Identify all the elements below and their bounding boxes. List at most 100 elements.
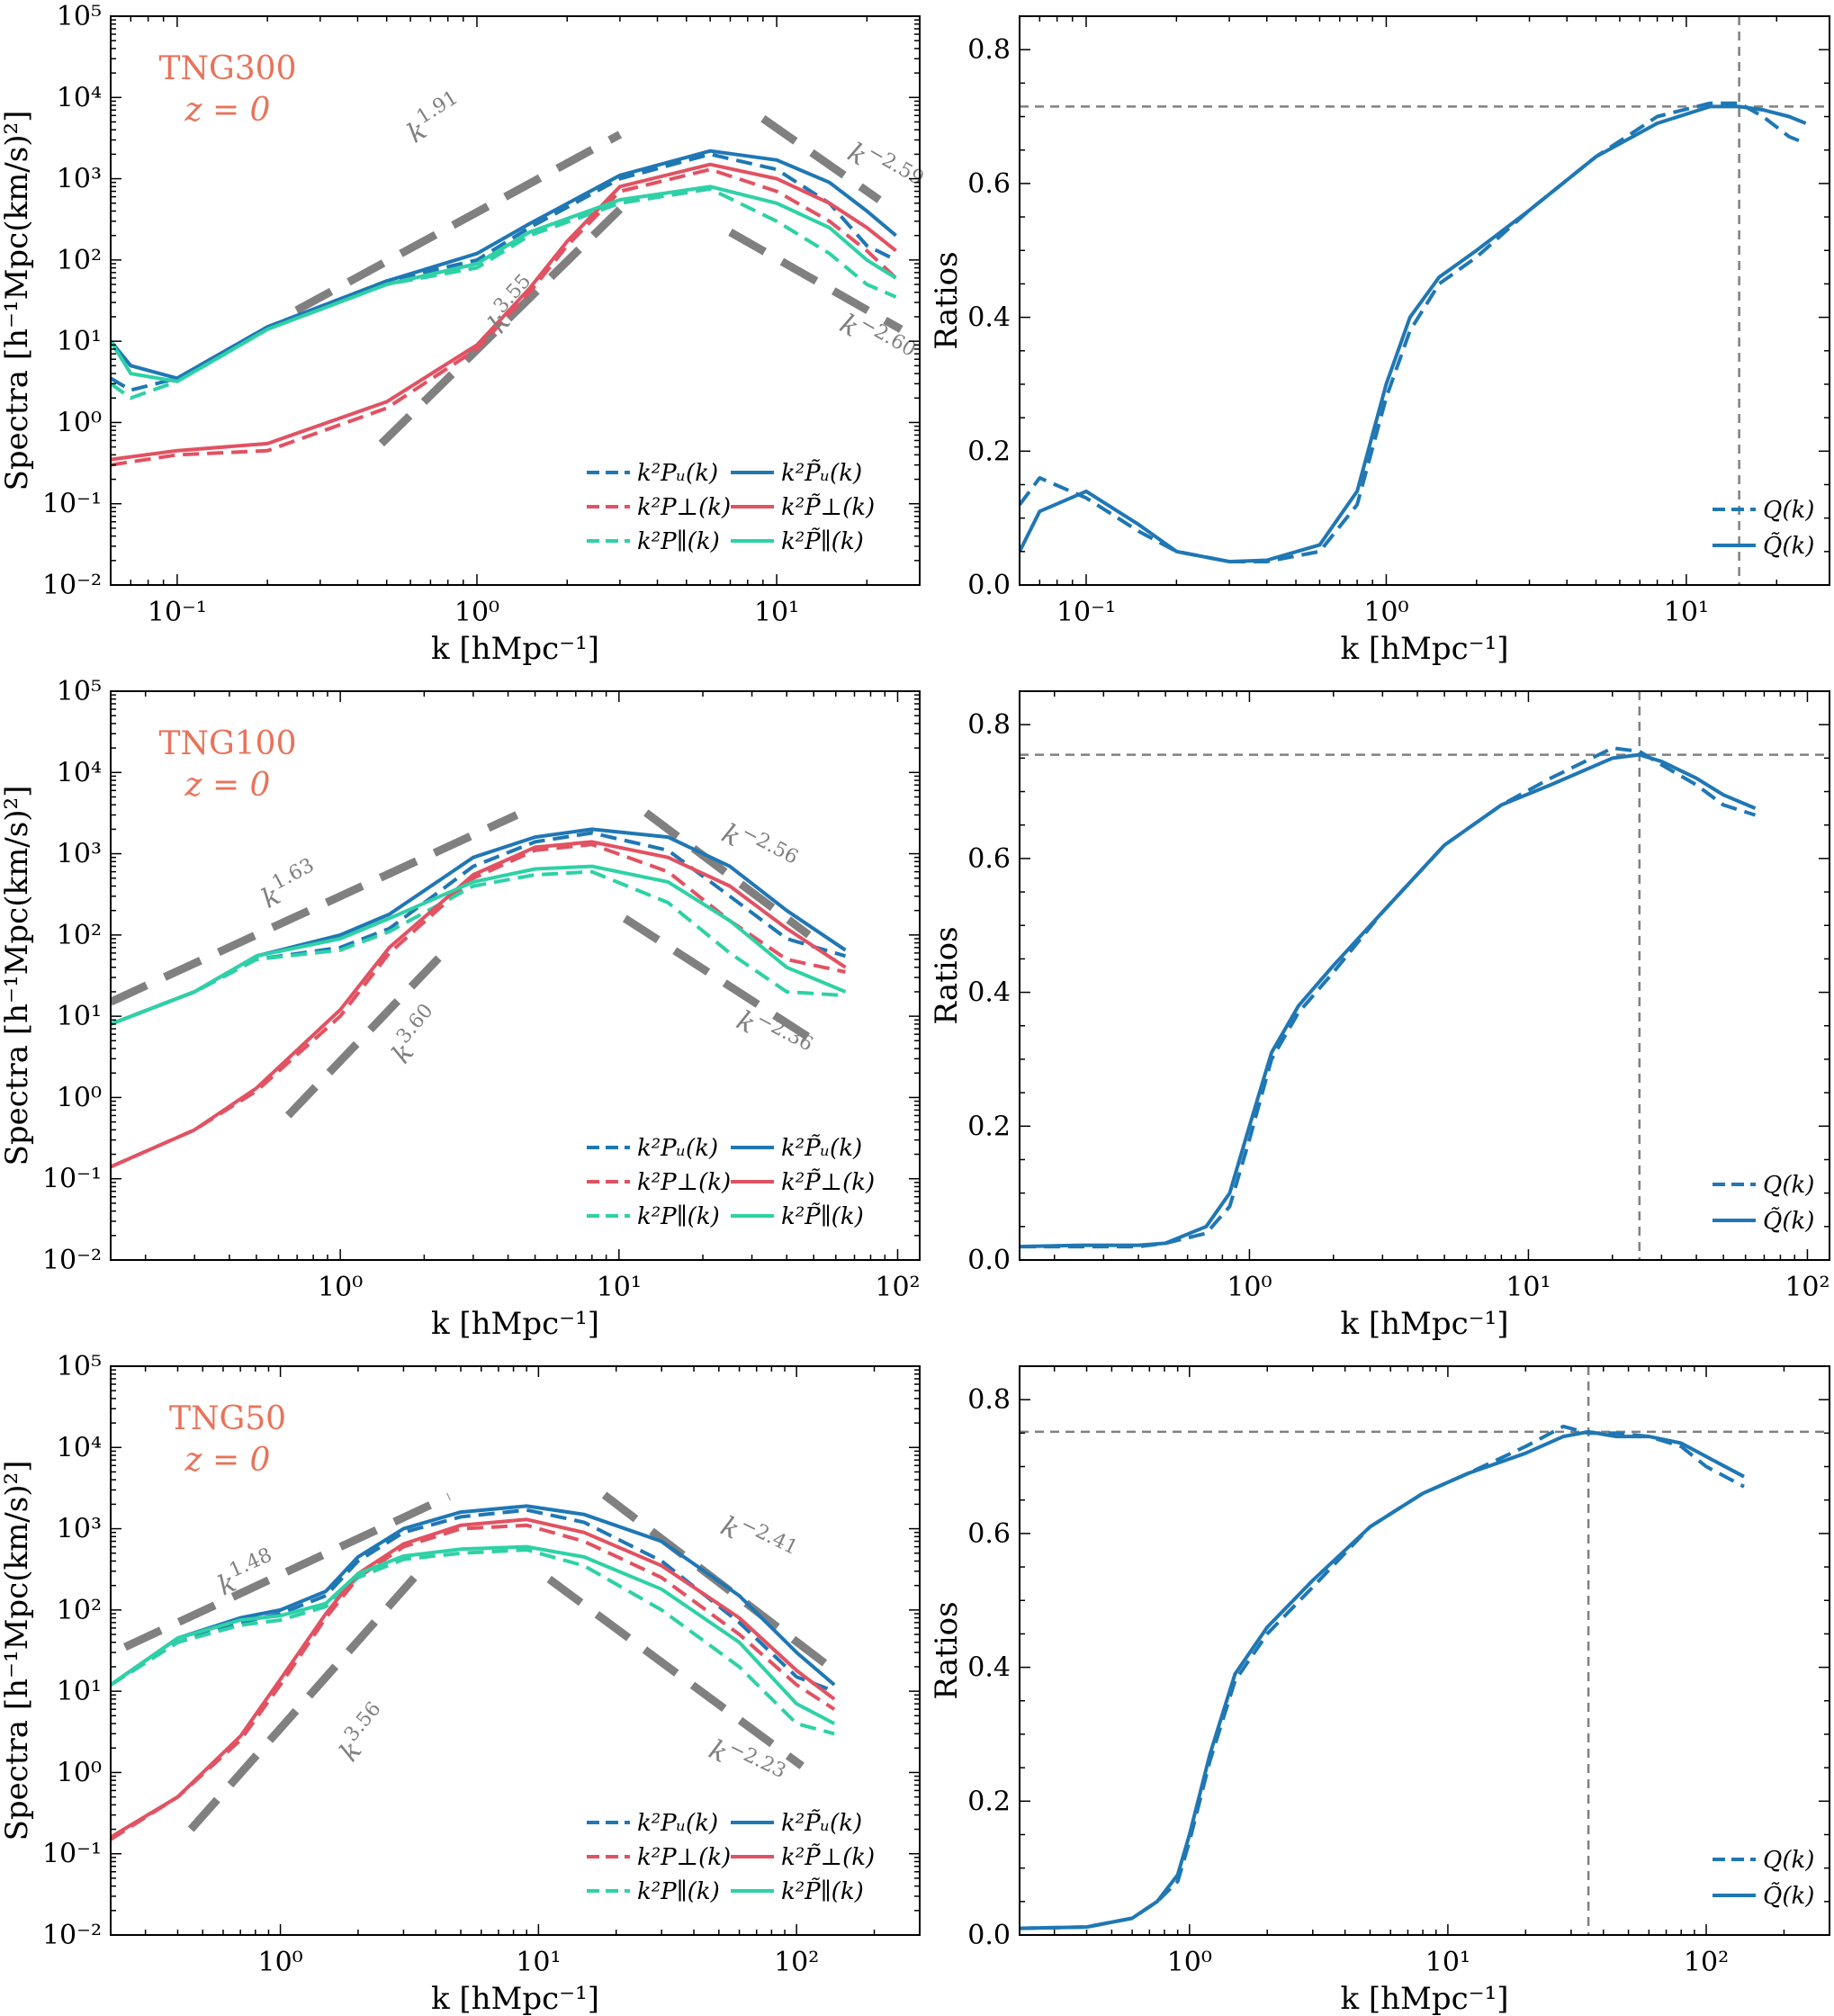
x-tick-label: 10⁰ xyxy=(1167,1947,1212,1978)
y-tick-label: 10³ xyxy=(57,164,102,195)
y-tick-label: 0.2 xyxy=(967,1786,1011,1817)
y-tick-label: 10⁻² xyxy=(42,1920,102,1951)
axes-frame xyxy=(110,690,921,1261)
x-tick-label: 10⁰ xyxy=(257,1947,302,1978)
series-line xyxy=(1020,101,1807,563)
slope-label: k−2.23 xyxy=(704,1729,789,1796)
legend-label: k²P̃⊥(k) xyxy=(781,1843,875,1871)
slope-guide-line xyxy=(546,1575,805,1769)
x-axis-label: k [hMpc⁻¹] xyxy=(1340,631,1508,667)
legend-label: k²P̃⊥(k) xyxy=(781,1168,875,1196)
slope-guide-line xyxy=(294,130,623,314)
series-line xyxy=(111,840,847,1169)
y-tick-label: 10⁻² xyxy=(42,570,102,601)
x-tick-label: 10⁻¹ xyxy=(148,597,207,628)
legend-label: Q(k) xyxy=(1763,1172,1814,1199)
series-line xyxy=(111,1544,836,1725)
series-line xyxy=(1020,104,1807,563)
y-tick-label: 0.2 xyxy=(967,436,1011,467)
x-axis-label: k [hMpc⁻¹] xyxy=(1340,1306,1508,1342)
y-tick-label: 10³ xyxy=(57,839,102,870)
legend-label: k²Pᵤ(k) xyxy=(637,1810,718,1837)
x-axis-label: k [hMpc⁻¹] xyxy=(431,1306,599,1342)
legend-label: k²P̃ᵤ(k) xyxy=(781,1809,862,1837)
tng100-spectra-plot-area xyxy=(111,809,847,1169)
legend-label: Q(k) xyxy=(1763,1847,1814,1874)
legend-label: k²P̃ᵤ(k) xyxy=(781,459,862,487)
y-tick-label: 10¹ xyxy=(57,1001,102,1032)
y-tick-label: 0.8 xyxy=(967,34,1011,66)
x-tick-label: 10⁰ xyxy=(454,597,499,628)
y-tick-label: 0.6 xyxy=(967,168,1011,200)
legend-label: Q̃(k) xyxy=(1763,1882,1814,1910)
axes-frame xyxy=(110,1365,921,1936)
slope-label: k−2.41 xyxy=(715,1506,801,1572)
legend-label: k²P∥(k) xyxy=(637,528,720,555)
y-tick-label: 10¹ xyxy=(57,326,102,357)
y-tick-label: 10² xyxy=(57,1595,102,1626)
y-tick-label: 10⁰ xyxy=(57,407,102,438)
x-tick-label: 10¹ xyxy=(1506,1272,1551,1303)
y-axis-label: Spectra [h⁻¹Mpc(km/s)²] xyxy=(0,111,35,491)
simulation-title: TNG100 xyxy=(159,725,297,762)
x-tick-label: 10⁰ xyxy=(318,1272,363,1303)
slope-guide-line xyxy=(728,229,904,333)
tng100-ratio-plot-area xyxy=(1020,691,1830,1260)
y-tick-label: 0.0 xyxy=(967,1245,1011,1276)
x-tick-label: 10⁰ xyxy=(1227,1272,1272,1303)
y-axis-label: Ratios xyxy=(929,926,965,1024)
y-tick-label: 10⁴ xyxy=(57,757,102,788)
series-line xyxy=(111,864,847,1026)
y-axis-label: Spectra [h⁻¹Mpc(km/s)²] xyxy=(0,786,35,1166)
y-tick-label: 10⁴ xyxy=(57,82,102,113)
y-axis-label: Ratios xyxy=(929,251,965,349)
legend-label: Q̃(k) xyxy=(1763,532,1814,560)
redshift-label: z = 0 xyxy=(184,767,271,804)
slope-label: k−2.59 xyxy=(842,132,928,202)
x-tick-label: 10¹ xyxy=(1664,597,1709,628)
slope-guide-line xyxy=(760,115,882,203)
series-line xyxy=(111,152,897,392)
x-tick-label: 10¹ xyxy=(597,1272,642,1303)
series-line xyxy=(111,1504,836,1687)
y-tick-label: 0.4 xyxy=(967,1652,1011,1684)
series-line xyxy=(1020,1429,1745,1930)
series-line xyxy=(111,869,846,1026)
legend-label: k²P̃ᵤ(k) xyxy=(781,1134,862,1162)
x-tick-label: 10² xyxy=(774,1947,819,1978)
legend-label: Q(k) xyxy=(1763,497,1814,524)
series-line xyxy=(111,184,897,383)
x-tick-label: 10¹ xyxy=(754,597,799,628)
slope-label: k−2.36 xyxy=(732,1000,817,1068)
slope-guide-line xyxy=(123,1492,451,1652)
legend-label: k²P∥(k) xyxy=(637,1203,720,1230)
slope-guide-line xyxy=(111,811,519,1006)
series-line xyxy=(111,842,846,1169)
legend-label: k²Pᵤ(k) xyxy=(637,1135,718,1162)
y-axis-label: Ratios xyxy=(929,1601,965,1699)
y-tick-label: 10² xyxy=(57,245,102,276)
y-tick-label: 10⁰ xyxy=(57,1082,102,1113)
y-tick-label: 10⁰ xyxy=(57,1757,102,1788)
y-tick-label: 10⁻² xyxy=(42,1245,102,1276)
tng300-spectra-plot-area xyxy=(111,115,904,467)
y-tick-label: 0.8 xyxy=(967,1384,1011,1416)
axes-frame xyxy=(110,15,921,586)
series-line xyxy=(111,831,847,1026)
tng100-ratio-panel: 10⁰ 10¹ 10² 0.0 0.2 0.4 0.6 0.8 k [hMpc⁻¹] Ratios… xyxy=(929,690,1830,1342)
y-axis-label: Spectra [h⁻¹Mpc(km/s)²] xyxy=(0,1461,35,1841)
y-tick-label: 0.4 xyxy=(967,977,1011,1009)
redshift-label: z = 0 xyxy=(184,1442,271,1479)
y-tick-label: 0.8 xyxy=(967,709,1011,741)
axes-frame xyxy=(1019,15,1830,586)
y-tick-label: 10² xyxy=(57,920,102,951)
x-tick-label: 10² xyxy=(1785,1272,1830,1303)
x-tick-label: 10¹ xyxy=(516,1947,561,1978)
slope-guide-line xyxy=(643,809,812,939)
x-tick-label: 10¹ xyxy=(1425,1947,1470,1978)
tng50-spectra-plot-area xyxy=(111,1491,837,1841)
